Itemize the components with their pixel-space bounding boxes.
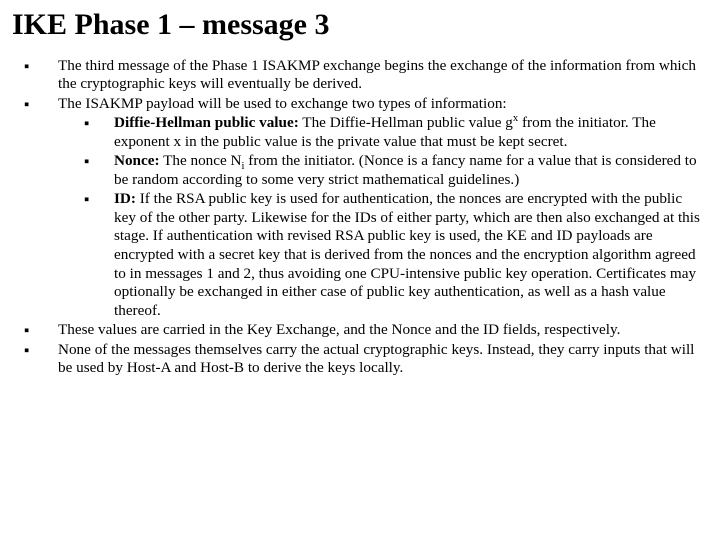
list-item: None of the messages themselves carry th… [20, 341, 702, 378]
sub-bullet-list: Diffie-Hellman public value: The Diffie-… [58, 114, 702, 320]
slide: IKE Phase 1 – message 3 The third messag… [0, 0, 720, 391]
list-item: Diffie-Hellman public value: The Diffie-… [80, 114, 702, 151]
sub-label: ID: [114, 190, 136, 207]
bullet-text: The third message of the Phase 1 ISAKMP … [58, 57, 696, 93]
sub-text: If the RSA public key is used for authen… [114, 190, 700, 318]
list-item: These values are carried in the Key Exch… [20, 321, 702, 340]
sub-text-pre: The Diffie-Hellman public value g [299, 114, 513, 131]
list-item: The ISAKMP payload will be used to excha… [20, 95, 702, 321]
bullet-text: The ISAKMP payload will be used to excha… [58, 95, 507, 112]
bullet-list: The third message of the Phase 1 ISAKMP … [12, 57, 702, 378]
list-item: The third message of the Phase 1 ISAKMP … [20, 57, 702, 94]
page-title: IKE Phase 1 – message 3 [12, 8, 702, 43]
list-item: ID: If the RSA public key is used for au… [80, 190, 702, 320]
bullet-text: None of the messages themselves carry th… [58, 341, 694, 377]
sub-label: Nonce: [114, 152, 160, 169]
sub-text-pre: The nonce N [160, 152, 242, 169]
sub-label: Diffie-Hellman public value: [114, 114, 299, 131]
list-item: Nonce: The nonce Ni from the initiator. … [80, 152, 702, 189]
bullet-text: These values are carried in the Key Exch… [58, 321, 620, 338]
